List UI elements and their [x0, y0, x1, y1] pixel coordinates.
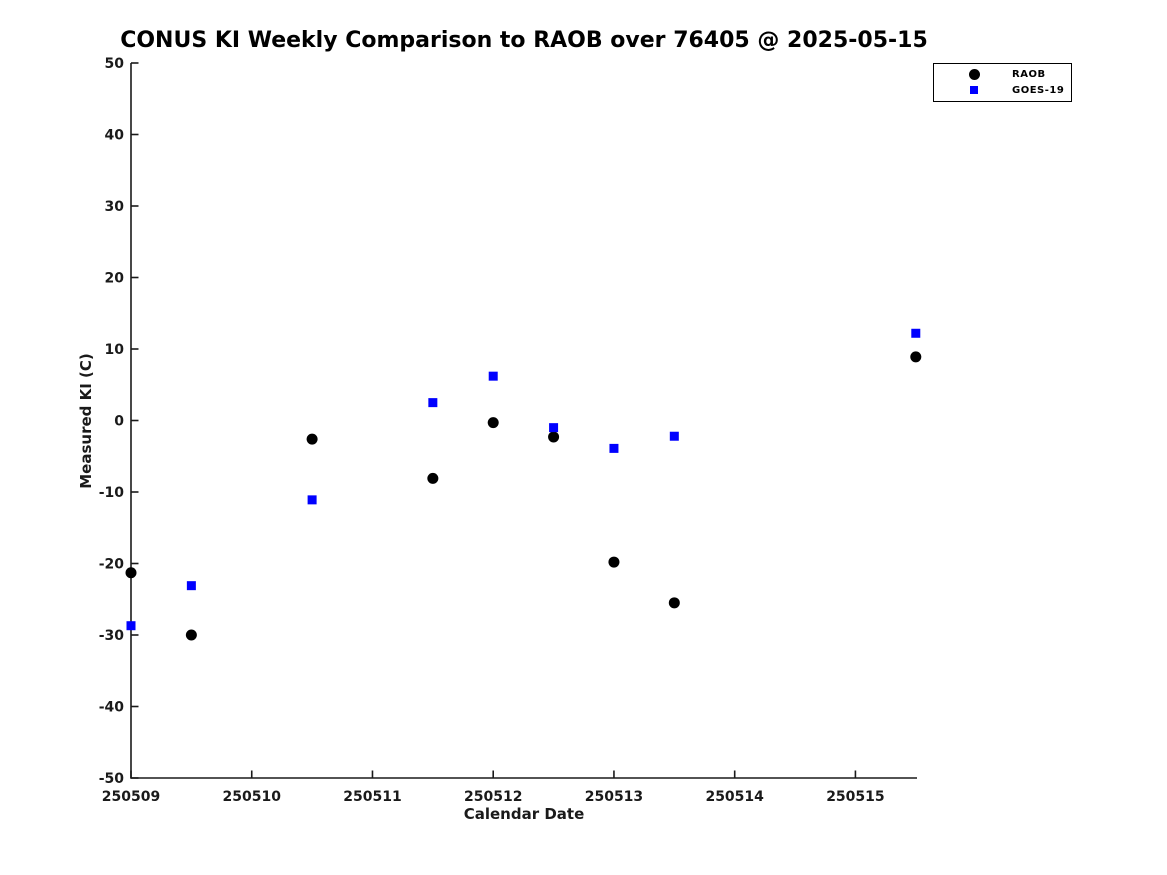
y-axis-label: Measured KI (C) [77, 353, 95, 489]
x-axis-label: Calendar Date [463, 805, 585, 823]
data-point-goes-19 [549, 423, 559, 433]
legend-marker-slot [968, 69, 980, 81]
y-tick-label: 30 [105, 199, 125, 215]
data-point-raob [608, 556, 620, 568]
data-point-goes-19 [609, 443, 619, 453]
y-tick-label: 10 [105, 342, 125, 358]
x-tick-label: 250513 [585, 789, 643, 805]
legend-label-goes-19: GOES-19 [1012, 84, 1065, 96]
data-point-raob [185, 629, 197, 641]
y-tick-label: 20 [105, 271, 125, 287]
y-tick-label: 0 [114, 414, 124, 430]
x-tick-label: 250510 [223, 789, 282, 805]
legend-marker-slot [968, 86, 980, 95]
y-tick-label: -30 [99, 628, 125, 644]
x-tick-label: 250512 [464, 789, 522, 805]
y-tick-label: -40 [99, 700, 125, 716]
chart-title: CONUS KI Weekly Comparison to RAOB over … [120, 28, 928, 53]
data-point-raob [125, 567, 137, 579]
goes-19-square-marker-icon [970, 86, 978, 95]
data-point-goes-19 [428, 398, 438, 408]
data-point-goes-19 [126, 621, 136, 631]
x-tick-label: 250514 [705, 789, 764, 805]
x-tick-label: 250511 [343, 789, 401, 805]
data-point-goes-19 [488, 371, 498, 381]
data-point-goes-19 [307, 495, 317, 505]
y-tick-label: -10 [99, 485, 125, 501]
data-point-raob [487, 417, 499, 429]
data-point-raob [427, 472, 439, 484]
data-point-raob [306, 433, 318, 445]
x-tick-label: 250515 [826, 789, 884, 805]
data-point-raob [910, 351, 922, 363]
data-point-raob [668, 597, 680, 609]
axes-spines [130, 63, 917, 779]
data-point-raob [548, 431, 560, 443]
raob-circle-marker-icon [968, 69, 980, 81]
data-point-goes-19 [669, 431, 679, 441]
legend: RAOB GOES-19 [933, 63, 1072, 102]
legend-item-goes-19: GOES-19 [934, 83, 1071, 98]
y-tick-label: -50 [99, 771, 125, 787]
y-tick-label: -20 [99, 557, 125, 573]
data-point-goes-19 [186, 581, 196, 591]
data-point-goes-19 [911, 328, 921, 338]
y-tick-label: 40 [105, 128, 125, 144]
x-tick-label: 250509 [102, 789, 160, 805]
y-tick-label: 50 [105, 56, 125, 72]
legend-label-raob: RAOB [1012, 69, 1046, 81]
legend-item-raob: RAOB [934, 67, 1071, 82]
